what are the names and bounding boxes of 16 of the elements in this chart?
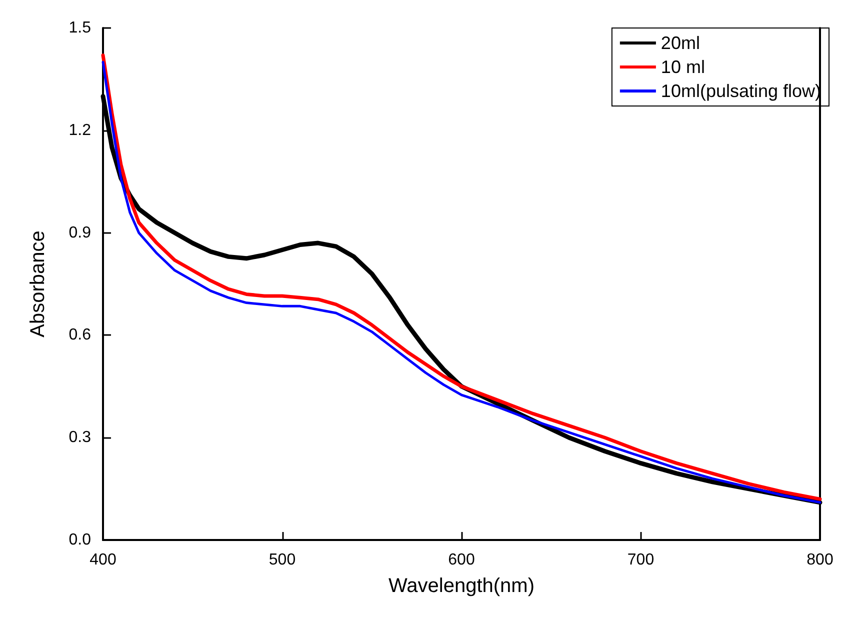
x-tick-label: 400 — [90, 552, 116, 568]
y-tick-label: 0.3 — [68, 429, 92, 446]
legend-label: 20ml — [660, 33, 700, 53]
x-tick-label: 500 — [268, 552, 296, 568]
y-tick-label: 0.0 — [68, 532, 92, 548]
x-tick-label: 800 — [806, 552, 834, 568]
legend-label: 10ml(pulsating flow) — [660, 81, 822, 101]
x-tick-label: 700 — [627, 552, 654, 568]
y-axis-title: Absorbance — [27, 230, 49, 338]
y-tick-label: 1.5 — [68, 20, 92, 36]
x-axis-title: Wavelength(nm) — [388, 575, 534, 597]
x-tick-label: 600 — [448, 552, 475, 568]
y-tick-label: 0.9 — [68, 224, 92, 242]
legend-label: 10 ml — [660, 57, 705, 77]
y-tick-label: 1.2 — [68, 122, 92, 139]
y-tick-label: 0.6 — [68, 326, 92, 344]
